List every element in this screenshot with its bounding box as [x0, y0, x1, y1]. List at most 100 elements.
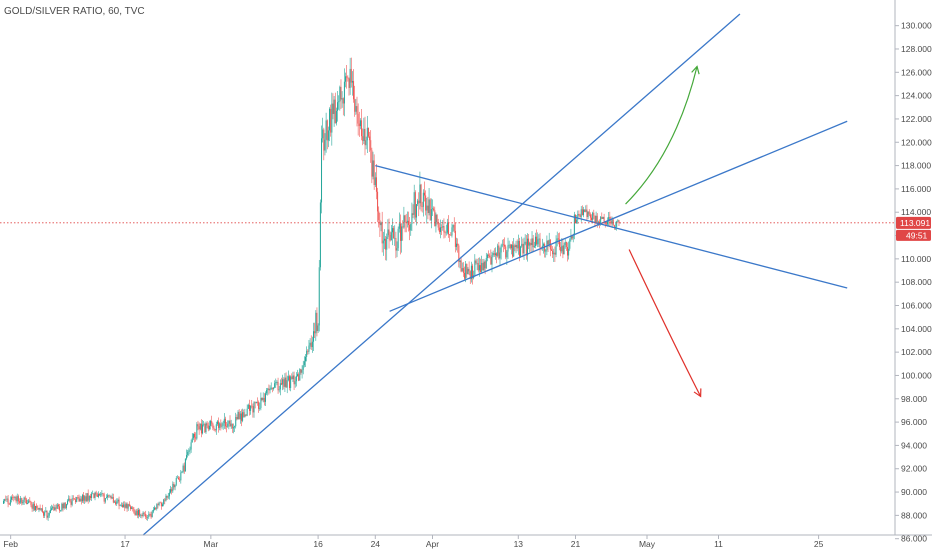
- candle-body: [237, 411, 239, 420]
- candle-body: [343, 81, 345, 104]
- candle-body: [492, 253, 494, 256]
- candle-body: [314, 331, 316, 334]
- candle-body: [154, 507, 156, 510]
- candle-body: [573, 214, 575, 236]
- candle-body: [199, 423, 201, 430]
- candle-body: [231, 423, 233, 429]
- candle-body: [192, 433, 194, 439]
- candle-body: [86, 493, 88, 502]
- candle-body: [208, 425, 210, 430]
- candle-body: [229, 420, 231, 427]
- candle-body: [594, 215, 596, 223]
- trendline[interactable]: [142, 13, 741, 536]
- candle-body: [141, 515, 143, 517]
- trendline[interactable]: [389, 120, 848, 312]
- candle-body: [489, 255, 491, 258]
- candle-body: [149, 514, 151, 515]
- candle-body: [438, 227, 440, 232]
- candle-body: [3, 500, 4, 504]
- candle-body: [117, 499, 119, 502]
- candle-body: [470, 265, 472, 280]
- candle-body: [508, 244, 510, 246]
- candle-body: [59, 506, 61, 511]
- candle-body: [173, 483, 175, 488]
- x-axis[interactable]: Feb 17 Mar 16 24 Apr 13 21 May 11 25: [3, 535, 824, 549]
- candle-body: [434, 210, 436, 227]
- candle-body: [354, 99, 356, 112]
- candle-body: [278, 389, 280, 391]
- candle-body: [71, 498, 73, 505]
- candle-body: [110, 495, 112, 499]
- candle-body: [595, 215, 597, 223]
- candle-body: [462, 268, 464, 273]
- candle-body: [124, 504, 126, 508]
- candle-body: [190, 442, 192, 450]
- candle-body: [188, 450, 190, 452]
- candle-body: [394, 237, 396, 239]
- candle-body: [453, 224, 455, 231]
- candle-body: [422, 192, 424, 207]
- last-price-tag: 113.091 49:51: [896, 216, 931, 241]
- candle-body: [143, 512, 145, 515]
- candle-body: [556, 238, 558, 241]
- candle-body: [481, 262, 483, 272]
- candle-body: [335, 110, 337, 124]
- candle-body: [165, 495, 167, 501]
- candle-body: [370, 140, 372, 151]
- candle-body: [316, 312, 318, 331]
- candle-body: [96, 494, 98, 497]
- candle-body: [182, 465, 184, 472]
- candle-body: [25, 499, 27, 504]
- candle-body: [433, 208, 435, 211]
- y-tick-label: 126.000: [901, 67, 932, 77]
- candle-body: [146, 516, 147, 518]
- candle-body: [186, 455, 188, 459]
- candle-body: [440, 227, 442, 232]
- candle-body: [172, 483, 174, 492]
- arrow-up[interactable]: [625, 66, 698, 205]
- candle-body: [452, 224, 454, 228]
- candle-body: [256, 402, 258, 403]
- x-tick-label: Feb: [3, 539, 18, 549]
- candle-body: [115, 501, 117, 505]
- candle-body: [373, 160, 375, 186]
- candle-body: [112, 496, 114, 503]
- candle-body: [200, 423, 202, 434]
- candle-body: [596, 215, 598, 223]
- candle-body: [577, 213, 579, 220]
- candle-body: [44, 512, 46, 516]
- candle-body: [482, 262, 484, 271]
- candle-body: [21, 498, 23, 504]
- y-axis[interactable]: 84.00086.00088.00090.00092.00094.00096.0…: [895, 21, 932, 550]
- candle-body: [347, 77, 349, 79]
- candle-body: [517, 240, 519, 249]
- x-tick-label: 24: [371, 539, 381, 549]
- candle-body: [377, 191, 379, 212]
- candle-body: [505, 246, 507, 258]
- candle-body: [234, 426, 236, 428]
- candle-body: [132, 507, 134, 509]
- trendline[interactable]: [375, 164, 848, 289]
- candle-body: [308, 345, 310, 352]
- candle-body: [339, 86, 341, 102]
- candle-body: [65, 504, 67, 508]
- candle-body: [617, 220, 619, 222]
- candle-body: [235, 417, 237, 427]
- candle-body: [325, 120, 327, 140]
- candle-body: [533, 245, 535, 248]
- candle-body: [31, 505, 33, 509]
- candle-body: [293, 375, 295, 385]
- candle-body: [597, 221, 599, 223]
- candle-body: [125, 503, 127, 508]
- arrow-down[interactable]: [628, 249, 702, 397]
- candle-body: [496, 253, 498, 256]
- candle-body: [150, 514, 152, 518]
- candle-body: [334, 99, 336, 124]
- candle-body: [155, 507, 157, 510]
- candle-body: [251, 405, 253, 407]
- candle-body: [561, 245, 563, 252]
- candle-body: [226, 426, 228, 427]
- candle-body: [89, 495, 91, 498]
- candle-body: [585, 209, 587, 212]
